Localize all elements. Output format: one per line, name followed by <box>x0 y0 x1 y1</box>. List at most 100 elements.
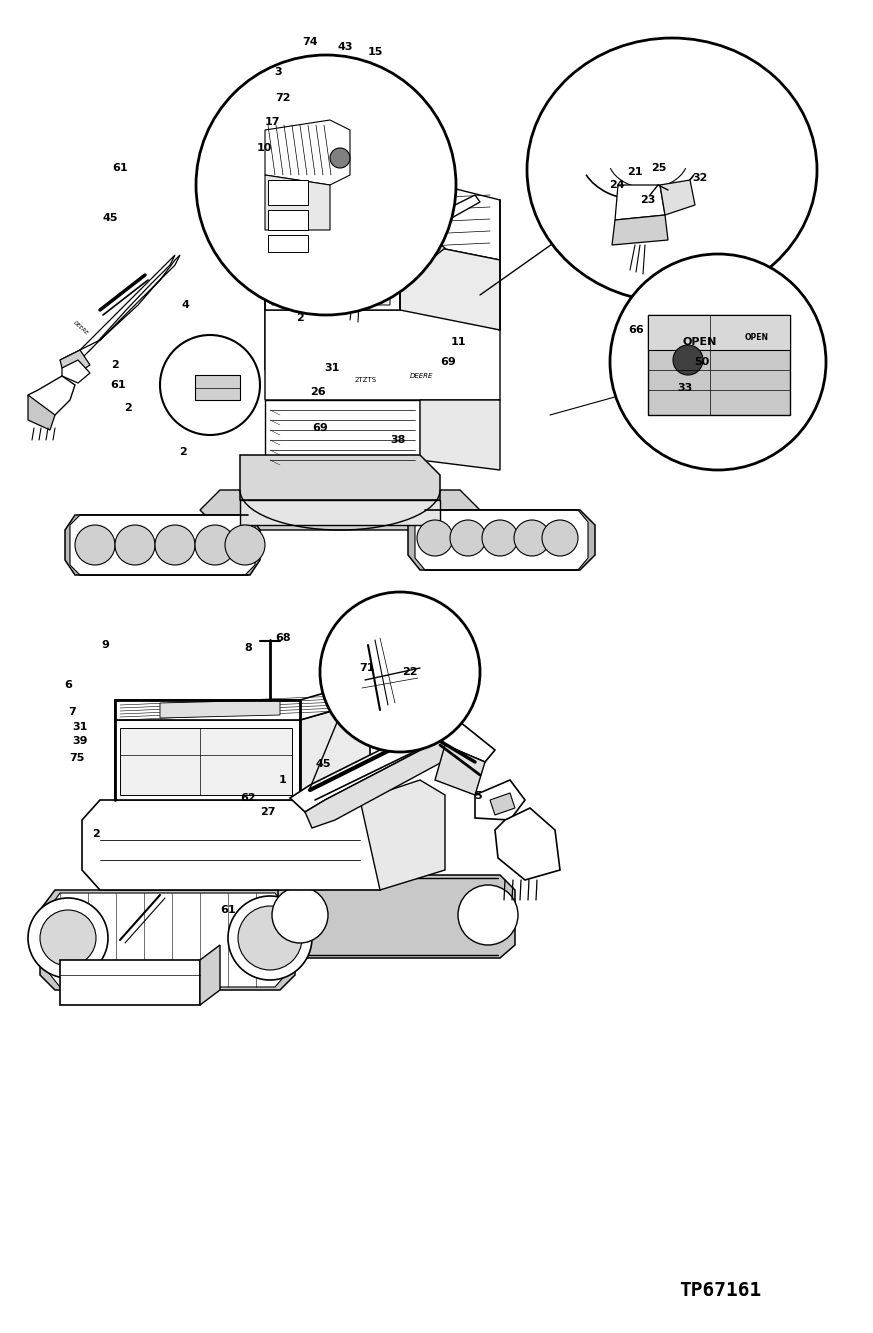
Polygon shape <box>60 960 200 1005</box>
Text: 26: 26 <box>310 387 326 397</box>
Text: 2TZTS: 2TZTS <box>355 377 377 383</box>
Polygon shape <box>28 395 55 431</box>
Polygon shape <box>290 730 440 812</box>
Polygon shape <box>278 874 515 958</box>
Text: DEERE: DEERE <box>72 320 89 336</box>
Text: 43: 43 <box>337 43 353 52</box>
Circle shape <box>75 525 115 565</box>
Text: 25: 25 <box>651 163 667 173</box>
Polygon shape <box>60 351 90 375</box>
Text: 33: 33 <box>677 383 692 393</box>
Text: 50: 50 <box>694 357 710 367</box>
Text: 17: 17 <box>265 117 279 127</box>
Polygon shape <box>265 311 420 371</box>
Polygon shape <box>340 231 420 280</box>
Polygon shape <box>265 311 500 400</box>
Text: 62: 62 <box>240 793 256 802</box>
Polygon shape <box>305 740 455 828</box>
Text: 66: 66 <box>629 325 644 335</box>
Polygon shape <box>420 718 495 762</box>
Text: 31: 31 <box>72 722 87 732</box>
Text: TP67161: TP67161 <box>679 1281 761 1300</box>
Circle shape <box>458 885 518 945</box>
Text: 2: 2 <box>124 403 132 413</box>
Text: 69: 69 <box>313 423 328 433</box>
Circle shape <box>330 148 350 168</box>
Text: 6: 6 <box>64 680 72 690</box>
Polygon shape <box>400 240 500 331</box>
Polygon shape <box>408 511 595 571</box>
Polygon shape <box>360 780 445 890</box>
Circle shape <box>482 520 518 556</box>
Polygon shape <box>200 945 220 1005</box>
Text: 9: 9 <box>101 640 109 651</box>
Circle shape <box>115 525 155 565</box>
Text: 68: 68 <box>275 633 291 643</box>
Circle shape <box>238 906 302 970</box>
Text: DEERE: DEERE <box>410 373 433 379</box>
Polygon shape <box>415 511 588 571</box>
Polygon shape <box>28 376 75 415</box>
Polygon shape <box>195 375 240 400</box>
Polygon shape <box>62 360 90 383</box>
Text: 61: 61 <box>110 380 126 391</box>
Circle shape <box>417 520 453 556</box>
Polygon shape <box>265 175 330 231</box>
Circle shape <box>40 910 96 966</box>
Text: 7: 7 <box>68 706 76 717</box>
Polygon shape <box>300 700 370 800</box>
Text: 27: 27 <box>260 806 276 817</box>
Polygon shape <box>120 728 292 794</box>
Polygon shape <box>435 745 485 794</box>
Polygon shape <box>65 515 260 575</box>
Text: 32: 32 <box>692 173 708 183</box>
Text: 72: 72 <box>275 93 291 103</box>
Polygon shape <box>60 255 175 365</box>
Circle shape <box>196 55 456 315</box>
Polygon shape <box>240 500 440 525</box>
Text: 22: 22 <box>402 666 418 677</box>
Circle shape <box>272 886 328 942</box>
Circle shape <box>228 896 312 980</box>
Polygon shape <box>265 240 400 311</box>
Text: 8: 8 <box>244 643 252 653</box>
Text: 11: 11 <box>450 337 466 347</box>
Polygon shape <box>40 890 295 990</box>
Polygon shape <box>490 793 515 814</box>
Polygon shape <box>648 315 790 351</box>
Polygon shape <box>268 211 308 231</box>
Text: 74: 74 <box>302 37 318 47</box>
Polygon shape <box>115 720 300 800</box>
Text: 31: 31 <box>324 363 340 373</box>
Polygon shape <box>115 680 370 720</box>
Polygon shape <box>368 240 445 292</box>
Text: 71: 71 <box>360 663 375 673</box>
Polygon shape <box>648 315 790 415</box>
Text: 21: 21 <box>627 167 643 177</box>
Polygon shape <box>160 700 280 718</box>
Polygon shape <box>612 215 668 245</box>
Polygon shape <box>615 185 665 220</box>
Circle shape <box>195 525 235 565</box>
Text: 75: 75 <box>69 753 85 762</box>
Circle shape <box>514 520 550 556</box>
Text: 10: 10 <box>257 143 272 153</box>
Text: 24: 24 <box>609 180 625 191</box>
Text: OPEN: OPEN <box>683 337 718 347</box>
Text: 15: 15 <box>368 47 382 57</box>
Polygon shape <box>265 175 500 260</box>
Polygon shape <box>272 248 390 305</box>
Polygon shape <box>240 455 440 500</box>
Text: 5: 5 <box>474 790 482 801</box>
Circle shape <box>28 898 108 978</box>
Polygon shape <box>70 515 255 575</box>
Circle shape <box>450 520 486 556</box>
Text: 61: 61 <box>113 163 127 173</box>
Polygon shape <box>200 491 480 531</box>
Circle shape <box>320 592 480 752</box>
Text: 2: 2 <box>93 829 100 838</box>
Polygon shape <box>475 780 525 820</box>
Polygon shape <box>420 400 500 471</box>
Polygon shape <box>265 120 350 185</box>
Ellipse shape <box>527 39 817 303</box>
